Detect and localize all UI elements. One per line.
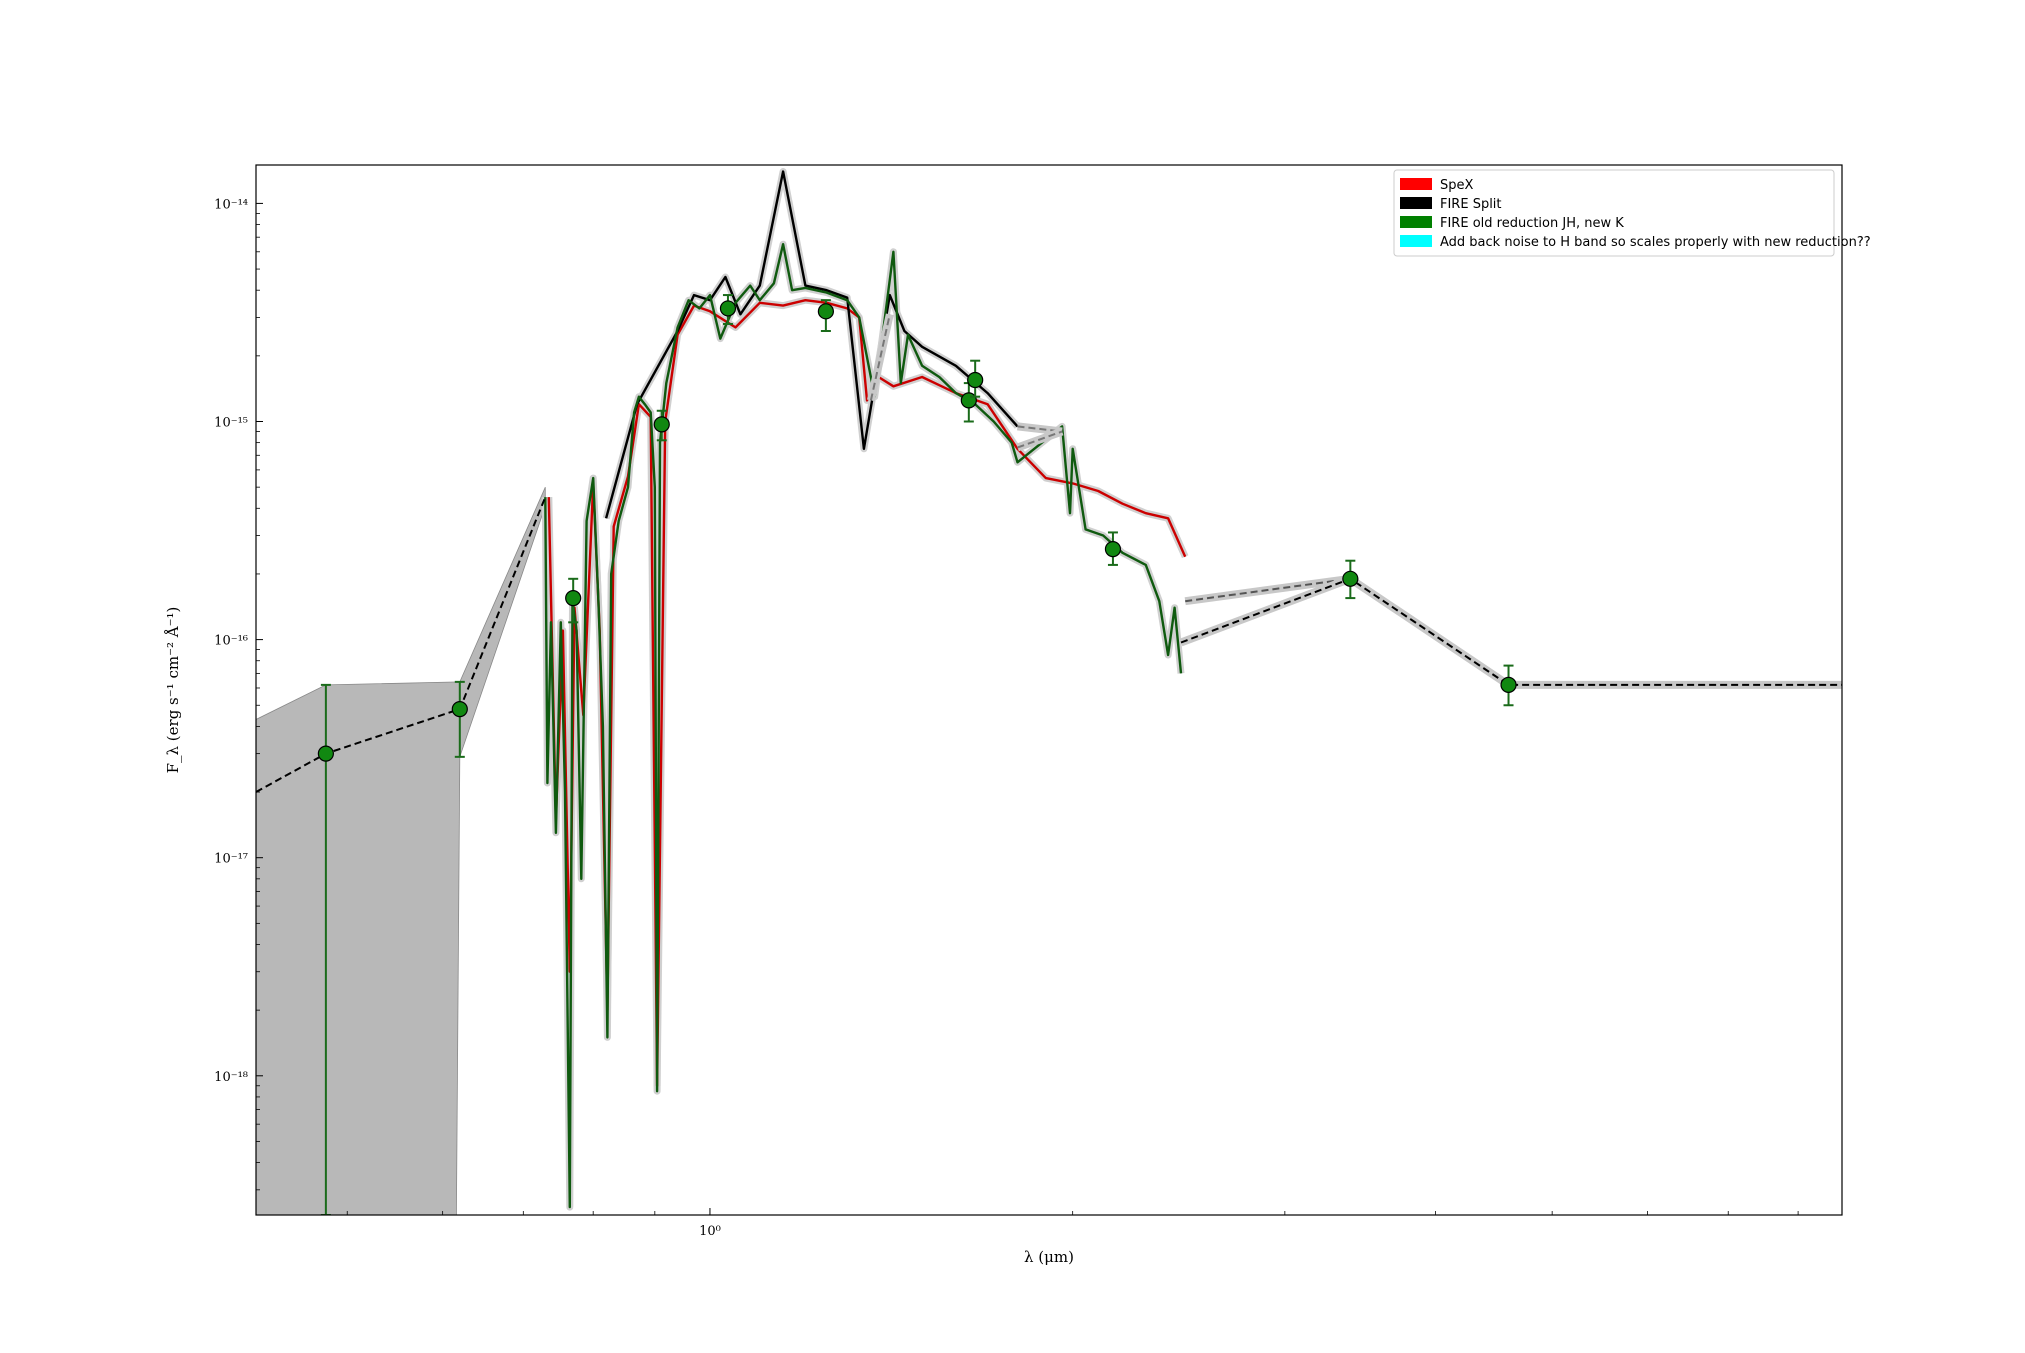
legend-swatch-3 <box>1400 216 1432 228</box>
gap-line-3 <box>869 314 891 401</box>
y-axis-label: F_λ (erg s⁻¹ cm⁻² Å⁻¹) <box>164 607 182 774</box>
model-uncertainty-band <box>256 487 546 1215</box>
x-tick-label: 10⁰ <box>699 1224 721 1239</box>
plot-frame <box>255 164 1843 1216</box>
photometry-point-3 <box>565 589 582 607</box>
y-tick-label: 10⁻¹⁷ <box>214 852 248 867</box>
gap-line-5 <box>1017 430 1063 449</box>
gap-line-1 <box>1185 577 1351 603</box>
y-tick-label: 10⁻¹⁶ <box>214 634 248 649</box>
legend: SpeX FIRE Split FIRE old reduction JH, new… <box>1393 169 1871 257</box>
legend-label-2: FIRE Split <box>1440 197 1502 212</box>
photometry-point-1 <box>317 745 334 762</box>
photometry-point-9 <box>1104 540 1122 558</box>
y-tick-label: 10⁻¹⁴ <box>214 197 248 212</box>
legend-label-4: Add back noise to H band so scales prope… <box>1440 235 1871 250</box>
plot-area <box>256 168 1842 1215</box>
legend-label-1: SpeX <box>1440 178 1474 193</box>
x-axis-label: λ (μm) <box>1024 1248 1074 1266</box>
y-tick-label: 10⁻¹⁵ <box>214 416 248 431</box>
legend-box <box>1393 169 1835 257</box>
photometry-point-5 <box>719 300 737 317</box>
legend-swatch-1 <box>1400 178 1432 190</box>
legend-swatch-2 <box>1400 197 1432 209</box>
y-tick-label: 10⁻¹⁸ <box>214 1070 248 1085</box>
legend-label-3: FIRE old reduction JH, new K <box>1440 216 1624 231</box>
photometry-point-8 <box>967 371 984 389</box>
photometry-point-2 <box>451 701 468 718</box>
gap-line-2 <box>1180 577 1842 686</box>
axes: 10⁻¹⁸ 10⁻¹⁷ 10⁻¹⁶ 10⁻¹⁵ 10⁻¹⁴ 10⁰ <box>214 197 1799 1239</box>
spectrum-line-2 <box>604 170 1019 519</box>
photometry-point-6 <box>817 303 834 320</box>
photometry-point-11 <box>1500 676 1517 693</box>
model-line <box>256 496 547 793</box>
photometry-point-10 <box>1342 570 1359 587</box>
legend-swatch-4 <box>1400 235 1432 247</box>
photometry-point-4 <box>653 416 670 433</box>
photometry-point-7 <box>960 392 977 409</box>
